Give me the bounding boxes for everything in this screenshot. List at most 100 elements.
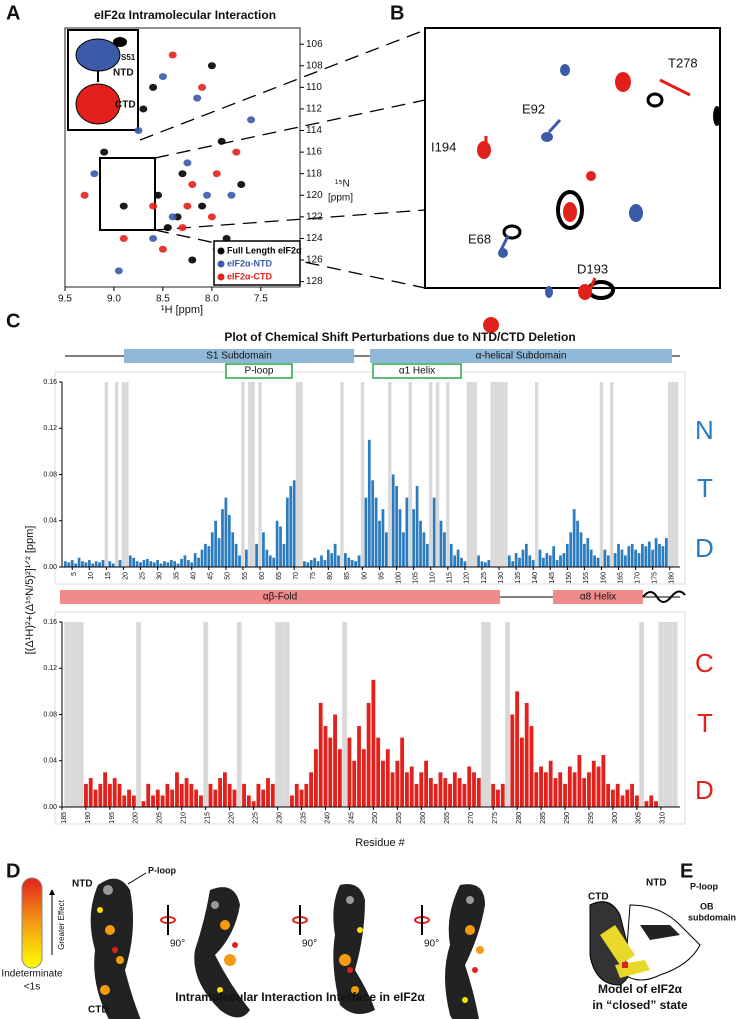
- domain-label: NTD: [72, 879, 93, 890]
- bar: [664, 538, 668, 567]
- x-tick-label: 250: [372, 812, 379, 824]
- x-tick-label: 140: [532, 572, 539, 584]
- legend-marker: [217, 247, 225, 255]
- x-tick-label: 40: [191, 572, 198, 580]
- peak: [178, 170, 187, 178]
- bar: [117, 783, 122, 807]
- peak: [207, 62, 216, 70]
- side-letter: T: [697, 473, 713, 503]
- x-tick-label: 110: [430, 572, 437, 583]
- bar: [352, 760, 357, 807]
- bar: [197, 557, 200, 567]
- bar: [190, 562, 194, 567]
- bar: [313, 749, 318, 807]
- bar: [160, 795, 165, 807]
- unassigned-region: [114, 382, 119, 567]
- bar: [200, 549, 204, 567]
- rotation-label: 90°: [302, 939, 317, 950]
- x-tick-label: 180: [669, 572, 676, 584]
- bar: [350, 560, 354, 567]
- bar: [282, 543, 286, 567]
- y-tick-label: 108: [306, 60, 323, 71]
- motif-label: α1 Helix: [399, 366, 435, 377]
- bar: [582, 778, 587, 807]
- y-tick-label: 116: [306, 147, 322, 158]
- bar: [644, 801, 649, 807]
- bar: [467, 766, 472, 807]
- bar: [227, 783, 232, 807]
- peak: [178, 224, 187, 232]
- unassigned-region: [671, 382, 675, 567]
- panel-frame: [54, 611, 686, 825]
- x-tick-label: 80: [327, 572, 334, 580]
- bar: [70, 560, 74, 567]
- unassigned-region: [125, 382, 129, 567]
- bar: [415, 486, 419, 567]
- y-tick-label: 0.16: [43, 379, 57, 386]
- chart-title: Plot of Chemical Shift Perturbations due…: [224, 330, 575, 344]
- domain-label: CTD: [88, 1005, 109, 1016]
- y-tick-label: 124: [306, 233, 323, 244]
- peak: [149, 202, 158, 210]
- x-tick-label: 265: [444, 812, 451, 824]
- bar: [617, 543, 620, 567]
- x-tick-label: 115: [447, 572, 454, 583]
- bar: [524, 702, 529, 807]
- bar: [603, 549, 607, 567]
- zoom-box: [99, 157, 156, 231]
- bar: [593, 555, 597, 567]
- x-tick-label: 215: [205, 812, 212, 824]
- bar: [620, 549, 624, 567]
- panel-label: C: [6, 310, 20, 332]
- unassigned-region: [251, 382, 255, 567]
- bar: [309, 560, 313, 567]
- bar: [337, 749, 342, 807]
- tail: [642, 590, 686, 603]
- bar: [142, 560, 146, 567]
- bar: [122, 795, 127, 807]
- y-tick-label: 126: [306, 255, 323, 266]
- motif-label: P-loop: [245, 366, 274, 377]
- peak: [149, 234, 158, 242]
- legend-label: Full Length eIF2α: [227, 245, 302, 255]
- unassigned-region: [435, 382, 440, 567]
- y-tick-label: 128: [306, 276, 323, 287]
- x-tick-label: 300: [612, 812, 619, 824]
- x-tick-label: 165: [617, 572, 624, 584]
- bar: [169, 560, 173, 567]
- x-tick-label: 9.0: [107, 294, 121, 305]
- s51-shape: [113, 37, 127, 47]
- bar: [385, 749, 390, 807]
- rotation-label: 90°: [170, 939, 185, 950]
- bar: [630, 783, 635, 807]
- bar: [634, 795, 639, 807]
- y-axis-label: [(Δ¹H)²+(Δ¹⁵N/5)²]¹ᐟ² [ppm]: [24, 526, 36, 655]
- x-tick-label: 230: [276, 812, 283, 824]
- y-axis-label: ¹⁵N: [335, 179, 350, 190]
- bar: [210, 532, 214, 567]
- unassigned-region: [481, 622, 486, 807]
- bar: [224, 497, 228, 567]
- x-tick-label: 280: [516, 812, 523, 824]
- bar: [279, 526, 282, 567]
- unassigned-region: [241, 382, 245, 567]
- bar: [309, 772, 314, 807]
- bar: [183, 555, 187, 567]
- bar: [213, 789, 218, 807]
- bar: [139, 562, 142, 567]
- bar: [214, 520, 218, 567]
- unassigned-region: [658, 622, 664, 807]
- bar: [128, 555, 132, 567]
- bar: [448, 783, 452, 807]
- rotation-icons: [160, 916, 430, 924]
- bar: [294, 783, 299, 807]
- unassigned-region: [674, 382, 679, 567]
- bar: [577, 754, 582, 807]
- bar: [545, 553, 549, 567]
- bar: [270, 783, 275, 807]
- inset-label: CTD: [115, 100, 136, 111]
- y-tick-label: 120: [306, 190, 323, 201]
- unassigned-region: [473, 382, 477, 567]
- unassigned-region: [236, 622, 242, 807]
